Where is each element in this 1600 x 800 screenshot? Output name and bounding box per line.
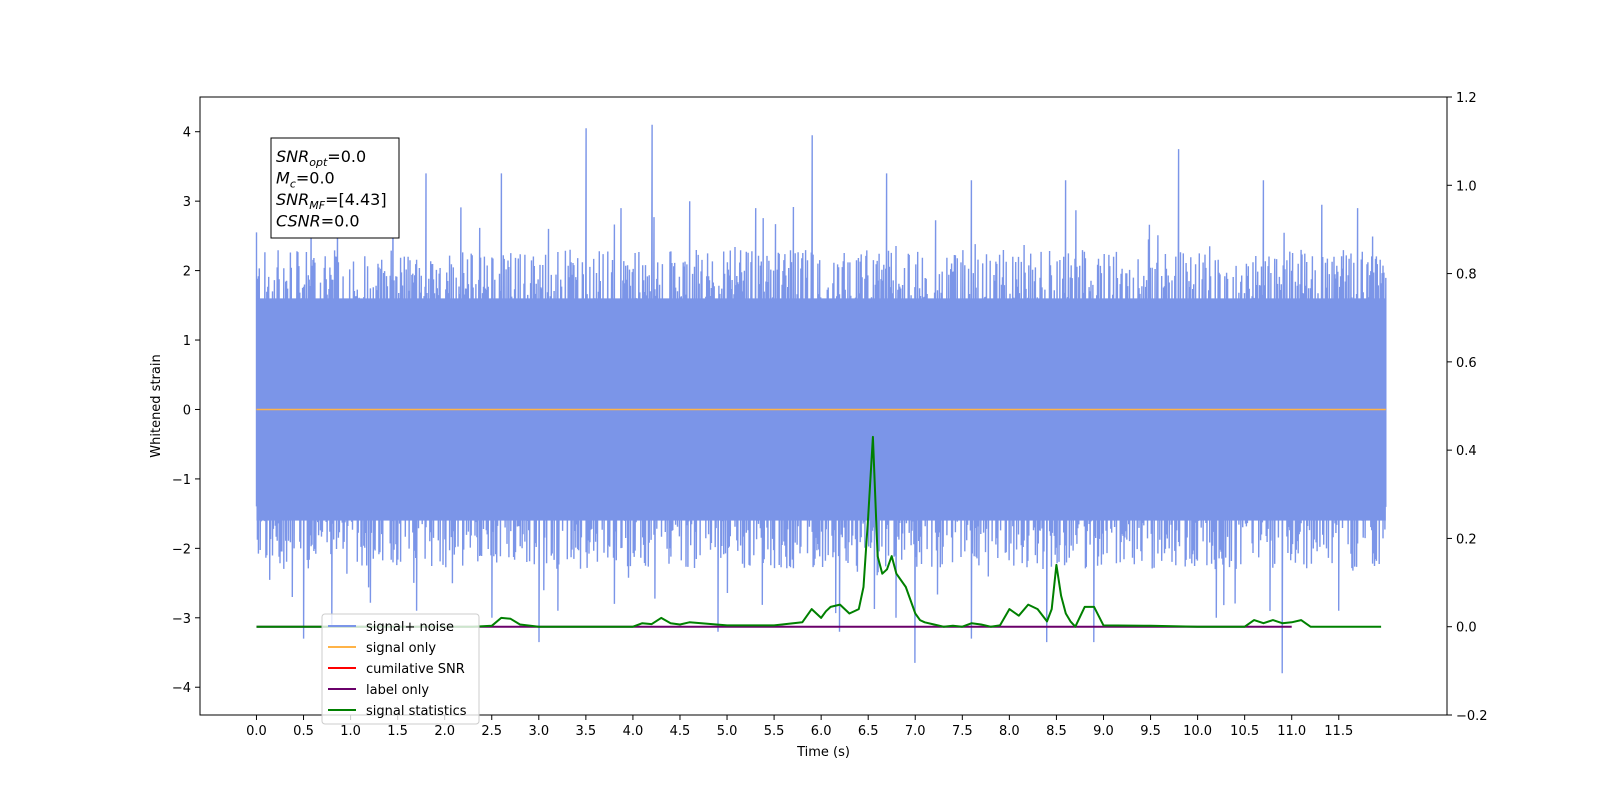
x-tick-label: 8.0 (999, 724, 1020, 739)
x-tick-label: 3.0 (528, 724, 549, 739)
x-axis: 0.0 0.5 1.0 1.5 2.0 2.5 3.0 3.5 4.0 4.5 5.0 5.5 6.0 6… (246, 715, 1353, 739)
legend-entry: signal only (366, 641, 436, 656)
y2-tick-label: 0.8 (1456, 268, 1477, 283)
annotation-subscript: c (290, 178, 296, 191)
annotation-value: =0.0 (327, 147, 366, 166)
annotation-line: Mc=0.0 (276, 169, 335, 191)
x-tick-label: 4.5 (670, 724, 691, 739)
x-tick-label: 10.5 (1230, 724, 1259, 739)
legend-frame (321, 613, 480, 725)
y-tick-label: 0 (183, 403, 191, 418)
x-tick-label: 0.0 (246, 724, 267, 739)
annotation-value: =0.0 (321, 212, 360, 231)
x-tick-label: 1.0 (340, 724, 361, 739)
annotation-symbol: SNR (276, 190, 309, 209)
y-tick-label: 2 (183, 265, 191, 280)
x-tick-label: 1.5 (387, 724, 408, 739)
x-tick-label: 6.5 (858, 724, 879, 739)
x-tick-label: 10.0 (1183, 724, 1212, 739)
x-tick-label: 0.5 (293, 724, 314, 739)
y-axis-right: 1.2 1.0 0.8 0.6 0.4 0.2 0.0 −0.2 (1447, 91, 1488, 724)
x-tick-label: 9.0 (1093, 724, 1114, 739)
y2-tick-label: 0.4 (1456, 444, 1477, 459)
y-tick-label: −2 (172, 542, 191, 557)
x-tick-label: 6.0 (811, 724, 832, 739)
annotation-subscript: opt (309, 156, 328, 169)
x-tick-label: 7.5 (952, 724, 973, 739)
y-axis-label: Whitened strain (149, 354, 164, 457)
x-tick-label: 5.5 (764, 724, 785, 739)
axes-frame (199, 96, 1448, 716)
y-tick-label: −4 (172, 681, 191, 696)
y2-tick-label: 0.2 (1456, 532, 1477, 547)
annotation-symbol: M (276, 169, 290, 188)
annotation-line: CSNR=0.0 (276, 212, 360, 231)
x-tick-label: 5.0 (717, 724, 738, 739)
y2-tick-label: 1.0 (1456, 179, 1477, 194)
y-tick-label: −1 (172, 473, 191, 488)
y2-tick-label: 0.6 (1456, 356, 1477, 371)
y-tick-label: 4 (183, 126, 191, 141)
x-tick-label: 4.0 (623, 724, 644, 739)
legend-entry: label only (366, 683, 429, 698)
x-tick-label: 11.5 (1324, 724, 1353, 739)
y-tick-label: −3 (172, 612, 191, 627)
annotation-value: =0.0 (296, 169, 335, 188)
x-tick-label: 7.0 (905, 724, 926, 739)
legend-entry: signal+ noise (366, 620, 454, 635)
y2-tick-label: 1.2 (1456, 91, 1477, 106)
x-tick-label: 2.5 (481, 724, 502, 739)
annotation-subscript: MF (309, 199, 325, 212)
annotation-symbol: CSNR (276, 212, 321, 231)
y2-tick-label: −0.2 (1456, 709, 1488, 724)
x-tick-label: 9.5 (1140, 724, 1161, 739)
y-axis-left: 4 3 2 1 0 −1 −2 −3 −4 (172, 126, 200, 696)
x-tick-label: 8.5 (1046, 724, 1067, 739)
x-tick-label: 11.0 (1277, 724, 1306, 739)
x-tick-label: 3.5 (576, 724, 597, 739)
annotation-symbol: SNR (276, 147, 309, 166)
y-tick-label: 1 (183, 334, 191, 349)
y-tick-label: 3 (183, 195, 191, 210)
x-tick-label: 2.0 (434, 724, 455, 739)
legend-entry: cumilative SNR (366, 662, 465, 677)
annotation-line: SNRMF=[4.43] (276, 190, 387, 212)
y2-tick-label: 0.0 (1456, 621, 1477, 636)
annotation-frame (270, 137, 400, 239)
series-signal-statistics (256, 435, 1382, 628)
plot-area (255, 124, 1387, 674)
x-axis-label: Time (s) (796, 745, 850, 760)
annotation-value: =[4.43] (325, 190, 387, 209)
annotation-line: SNRopt=0.0 (276, 147, 366, 169)
legend-entry: signal statistics (366, 704, 467, 719)
legend: signal+ noise signal only cumilative SNR la… (321, 613, 480, 725)
